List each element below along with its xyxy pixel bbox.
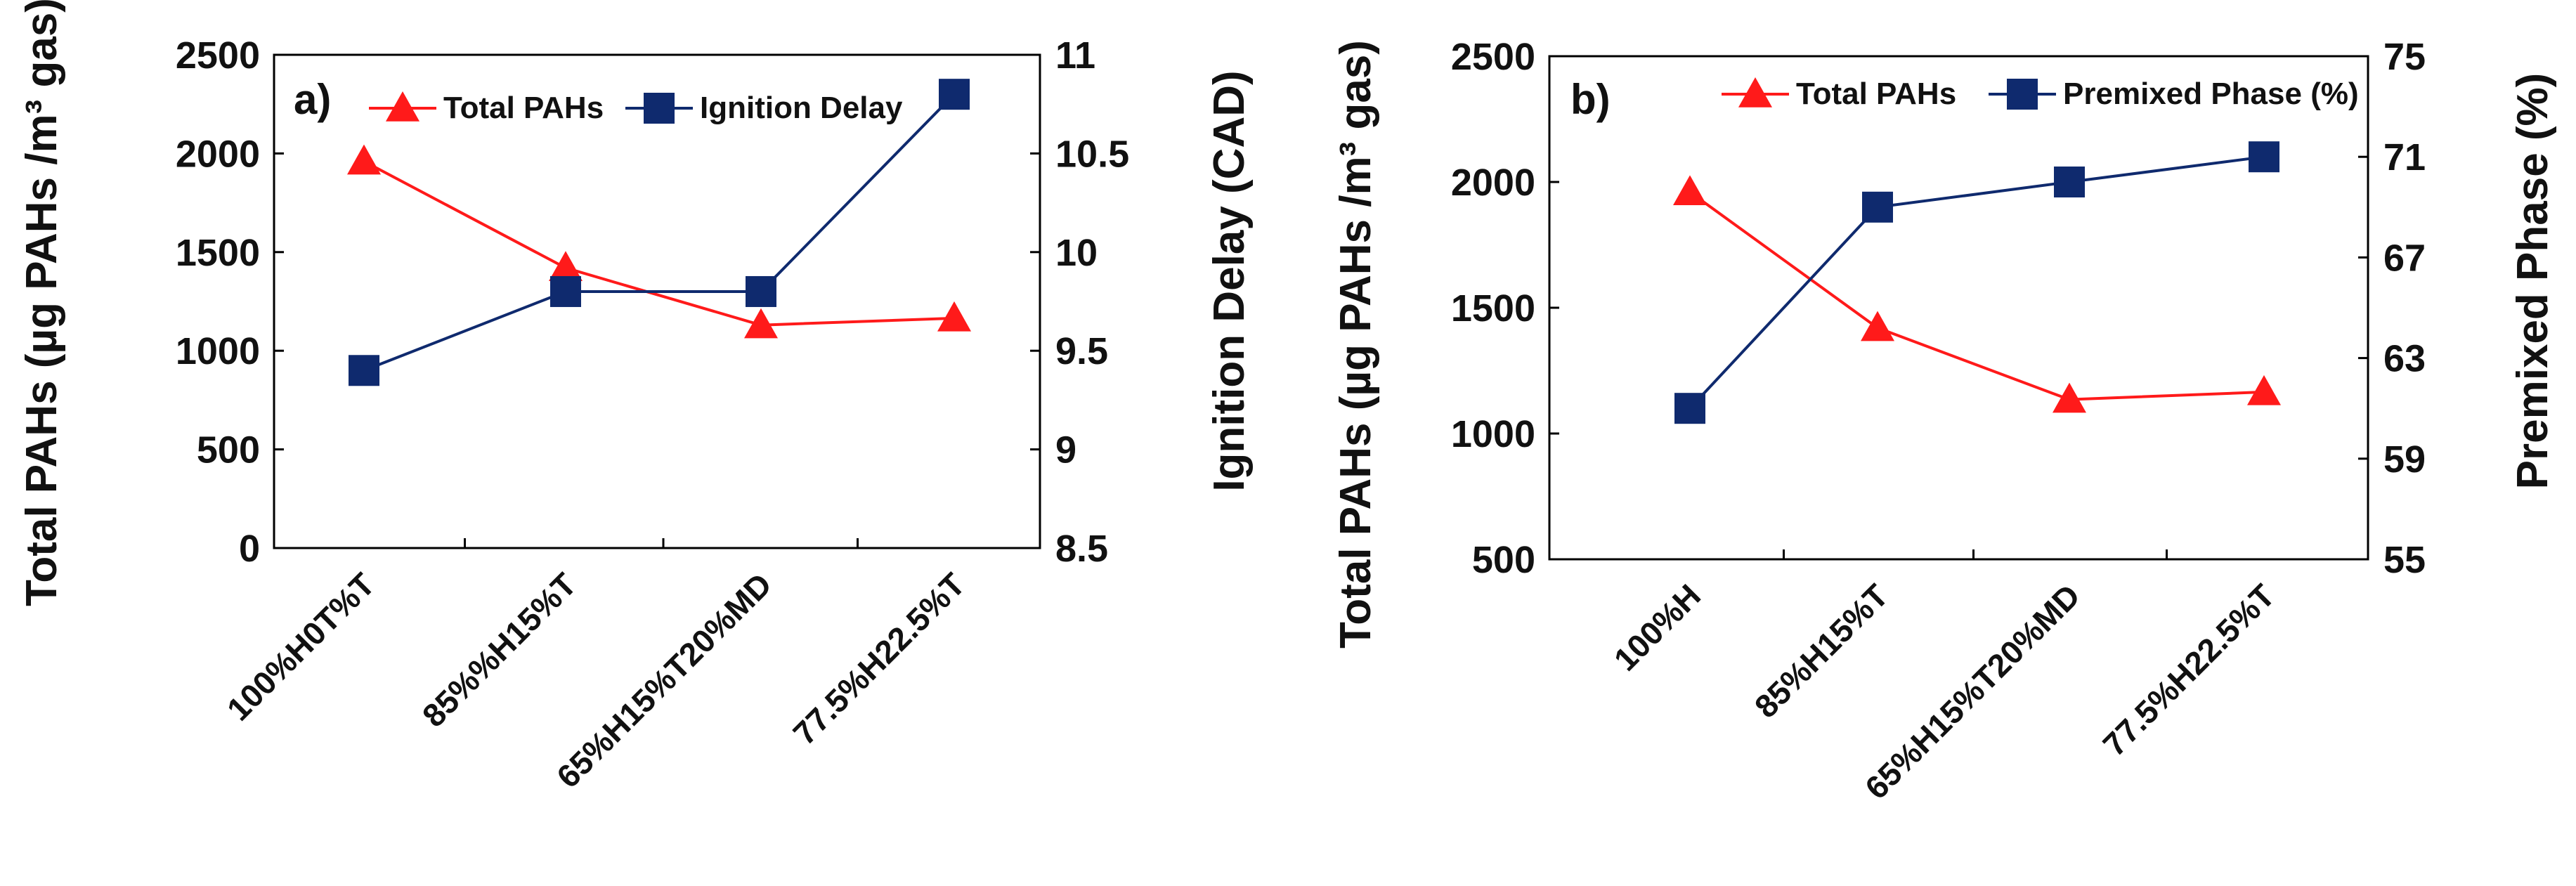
legend-label: Premixed Phase (%) — [2063, 77, 2359, 111]
left-tick-label: 1500 — [176, 232, 260, 274]
left-tick-label: 1000 — [1451, 413, 1535, 455]
legend-label: Ignition Delay — [700, 91, 903, 125]
data-point-pahs — [2247, 374, 2281, 405]
data-point-secondary — [746, 275, 776, 307]
legend-label: Total PAHs — [1796, 77, 1956, 111]
data-point-pahs — [744, 308, 778, 339]
series-line-secondary — [363, 93, 956, 372]
data-point-pahs — [1861, 311, 1894, 341]
series-line-secondary — [1689, 155, 2265, 410]
right-tick-label: 75 — [2383, 36, 2426, 78]
right-tick-label: 71 — [2383, 136, 2426, 178]
right-tick-label: 59 — [2383, 438, 2426, 481]
left-tick-label: 2000 — [176, 133, 260, 175]
data-point-pahs — [2053, 382, 2086, 413]
data-point-secondary — [550, 275, 581, 307]
y2-axis-title: Premixed Phase (%) — [2509, 73, 2557, 490]
series-line-pahs — [363, 159, 955, 327]
legend-marker — [2007, 79, 2038, 110]
right-tick-label: 10.5 — [1055, 133, 1129, 175]
right-tick-label: 10 — [1055, 232, 1098, 274]
legend-marker — [1738, 77, 1772, 108]
panel-label: a) — [294, 76, 331, 123]
right-tick-label: 9 — [1055, 429, 1076, 471]
right-tick-label: 55 — [2383, 539, 2426, 581]
legend-label: Total PAHs — [443, 91, 604, 125]
y-axis-title: Total PAHs (µg PAHs /m³ gas) — [18, 0, 66, 606]
legend-marker — [386, 91, 419, 122]
data-point-secondary — [2249, 141, 2279, 173]
data-point-pahs — [1673, 175, 1707, 206]
right-tick-label: 63 — [2383, 338, 2426, 380]
left-tick-label: 2500 — [1451, 36, 1535, 78]
data-point-secondary — [1862, 191, 1893, 223]
legend-marker — [644, 93, 675, 124]
data-point-pahs — [937, 301, 971, 332]
left-tick-label: 2000 — [1451, 162, 1535, 204]
left-tick-label: 500 — [197, 429, 260, 471]
series-line-pahs — [1689, 190, 2265, 401]
left-tick-label: 2500 — [176, 34, 260, 77]
data-point-pahs — [347, 144, 381, 175]
y-axis-title: Total PAHs (µg PAHs /m³ gas) — [1332, 40, 1380, 649]
right-tick-label: 11 — [1055, 34, 1095, 77]
right-tick-label: 8.5 — [1055, 528, 1108, 570]
panel-label: b) — [1570, 76, 1611, 123]
data-point-secondary — [349, 355, 379, 386]
left-tick-label: 1000 — [176, 330, 260, 372]
left-tick-label: 500 — [1472, 539, 1535, 581]
data-point-secondary — [2054, 167, 2085, 197]
left-tick-label: 1500 — [1451, 287, 1535, 330]
data-point-pahs — [549, 251, 583, 281]
data-point-secondary — [1674, 393, 1705, 424]
right-tick-label: 67 — [2383, 237, 2426, 279]
left-tick-label: 0 — [239, 528, 260, 570]
right-tick-label: 9.5 — [1055, 330, 1108, 372]
data-point-secondary — [939, 79, 970, 110]
y2-axis-title: Ignition Delay (CAD) — [1205, 70, 1254, 491]
plot-frame — [273, 53, 1041, 549]
